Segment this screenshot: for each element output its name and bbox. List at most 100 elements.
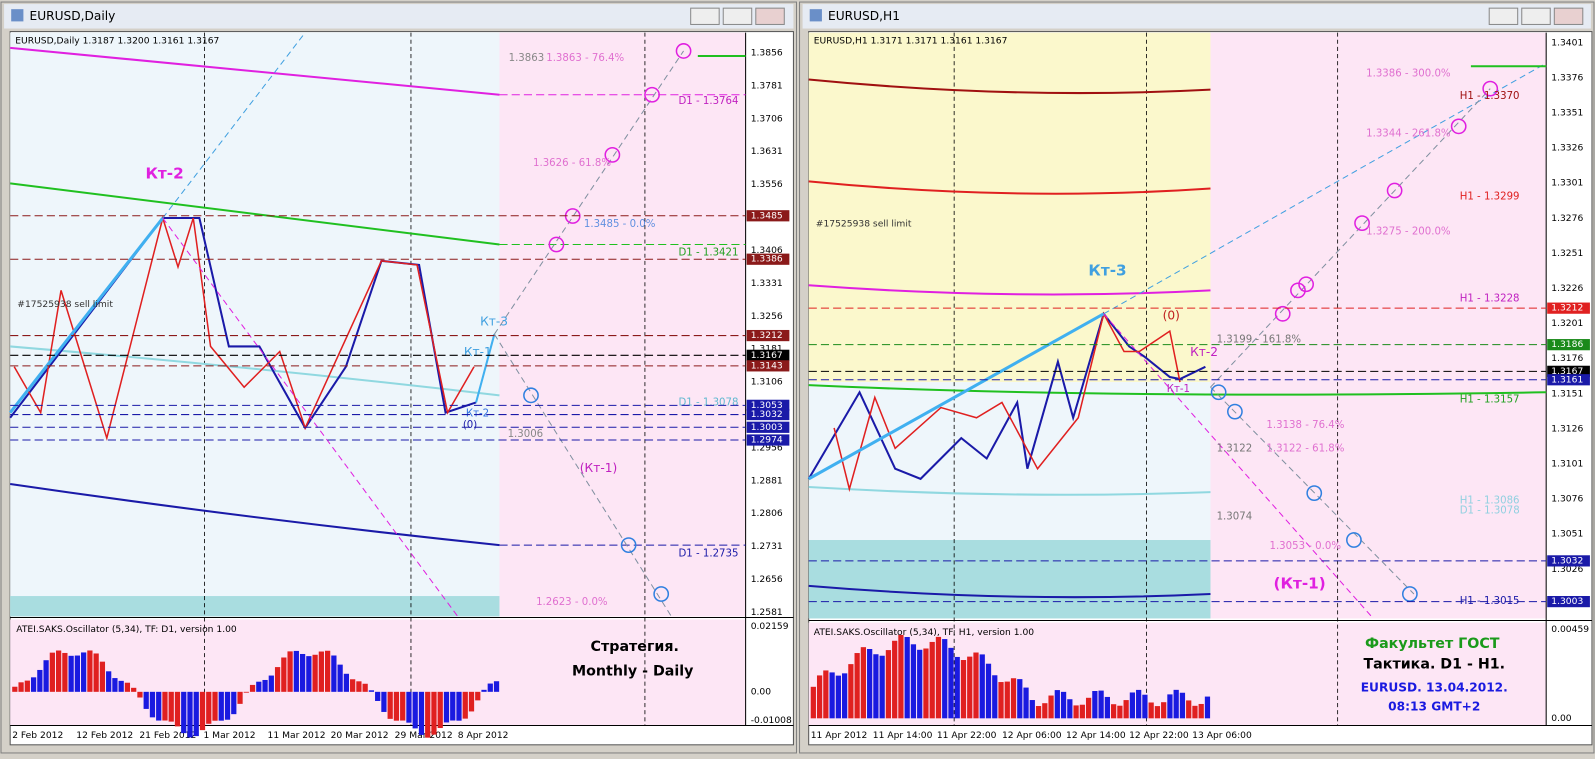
date-label: 21 Feb 2012 (139, 730, 196, 741)
oscillator-bar (425, 691, 431, 738)
price-tag-label: 1.3167 (751, 350, 783, 361)
minimize-button[interactable] (690, 7, 720, 25)
annotation: 1.3344 - 261.8% (1366, 128, 1451, 139)
oscillator-bar (12, 686, 18, 692)
price-tick-label: 1.3126 (1551, 423, 1583, 434)
oscillator-bar (892, 640, 898, 719)
price-tick-label: 1.3556 (751, 179, 783, 190)
price-tick-label: 1.3326 (1551, 143, 1583, 154)
annotations: #17525938 sell limit 1.3386 - 300.0% H1 … (816, 68, 1520, 607)
oscillator-bar (879, 655, 885, 719)
oscillator-bar (274, 667, 281, 692)
oscillator-bar (199, 691, 206, 731)
annotation: Кт-3 (480, 314, 508, 328)
maximize-button[interactable] (1521, 7, 1551, 25)
oscillator-bar (237, 691, 243, 704)
oscillator-bar (1079, 704, 1085, 719)
minimize-button[interactable] (1488, 7, 1519, 25)
date-label: 12 Feb 2012 (76, 730, 133, 741)
price-tag (1547, 374, 1590, 386)
price-tag-label: 1.3053 (751, 400, 783, 411)
oscillator-bar (1092, 691, 1098, 719)
date-label: 29 Mar 2012 (395, 730, 453, 741)
oscillator-bar (1029, 700, 1035, 719)
price-tick-label: 1.3226 (1551, 283, 1583, 294)
oscillator-bar (68, 655, 74, 692)
annotation: #17525938 sell limit (816, 219, 912, 230)
price-tick-label: 1.3631 (751, 146, 783, 157)
oscillator-bar (1004, 681, 1010, 719)
oscillator-bar (898, 634, 904, 719)
date-label: 2 Feb 2012 (12, 730, 63, 741)
oscillator-bar (1073, 705, 1079, 719)
annotation: 1.3006 (508, 429, 544, 440)
oscillator-bar (1142, 694, 1148, 719)
price-tag-label: 1.3003 (1551, 596, 1583, 607)
oscillator-bar (1048, 695, 1054, 719)
price-tag-label: 1.3386 (751, 254, 783, 265)
price-tick-label: 1.3101 (1551, 458, 1583, 469)
oscillator-bar (387, 691, 393, 719)
annotation: H1 - 1.3370 (1460, 91, 1520, 102)
price-tick-label: 1.3856 (751, 47, 783, 58)
annotation: H1 - 1.3228 (1460, 294, 1520, 305)
date-label: 12 Apr 22:00 (1129, 730, 1189, 741)
oscillator-bar (823, 670, 829, 719)
oscillator-bar (979, 654, 985, 719)
price-tick-label: 1.3301 (1551, 178, 1583, 189)
price-tick-label: 1.3781 (751, 80, 783, 91)
annotation: Кт-2 (145, 165, 183, 183)
oscillator-bar (1161, 702, 1167, 719)
oscillator-bar (224, 691, 231, 720)
oscillator-bar (112, 678, 118, 692)
price-tag-label: 1.3161 (1551, 374, 1583, 385)
oscillator-bar (431, 691, 437, 735)
price-tag (1547, 555, 1590, 567)
caption: EURUSD. 13.04.2012. (1361, 680, 1508, 694)
oscillator-bar (829, 672, 835, 719)
oscillator-bar (24, 680, 30, 692)
annotation: 1.3626 - 61.8% (533, 158, 611, 169)
oscillator-bar (1054, 690, 1060, 719)
oscillator-bar (487, 683, 493, 692)
date-label: 12 Apr 14:00 (1066, 730, 1126, 741)
oscillator-bar (293, 650, 299, 692)
price-tick-label: 1.3151 (1551, 388, 1583, 399)
oscillator-bar (443, 691, 450, 723)
annotation: 1.3053 - 0.0% (1269, 541, 1341, 552)
oscillator-bar (193, 691, 199, 737)
oscillator-bar (1129, 692, 1136, 719)
oscillator-bar (992, 675, 998, 719)
date-label: 11 Apr 14:00 (873, 730, 933, 741)
price-tag-label: 1.3032 (1551, 555, 1583, 566)
close-button[interactable] (1553, 7, 1584, 25)
price-tick-label: 1.3351 (1551, 107, 1583, 118)
annotation: (0) (1163, 308, 1180, 322)
oscillator-bar (923, 648, 929, 719)
maximize-button[interactable] (722, 7, 753, 25)
price-tick-label: 1.2731 (751, 541, 783, 552)
oscillator-bar (917, 649, 923, 719)
price-tick-label: 1.3201 (1551, 318, 1583, 329)
oscillator-bar (206, 691, 212, 724)
oscillator-bar (362, 683, 368, 692)
annotation: Кт-2 (1190, 345, 1218, 359)
oscillator-bar (942, 639, 948, 719)
annotation: Кт-1 (1167, 384, 1190, 395)
oscillator-bar (162, 691, 168, 721)
oscillator-bar (400, 691, 406, 721)
annotation: 1.3485 - 0.0% (584, 219, 656, 230)
oscillator-bar (475, 691, 481, 701)
oscillator-bar (412, 691, 418, 729)
annotation: D1 - 1.3421 (678, 248, 738, 259)
oscillator-bar (1186, 700, 1192, 719)
oscillator-bar (256, 681, 262, 692)
date-label: 13 Apr 06:00 (1192, 730, 1252, 741)
oscillator-bar (816, 675, 823, 719)
oscillator-bar (450, 691, 456, 721)
oscillator-bar (929, 641, 935, 719)
price-tick-label: 1.2956 (751, 442, 783, 453)
oscillator-bar (393, 691, 400, 721)
oscillator-bar (1204, 696, 1211, 719)
close-button[interactable] (755, 7, 785, 25)
